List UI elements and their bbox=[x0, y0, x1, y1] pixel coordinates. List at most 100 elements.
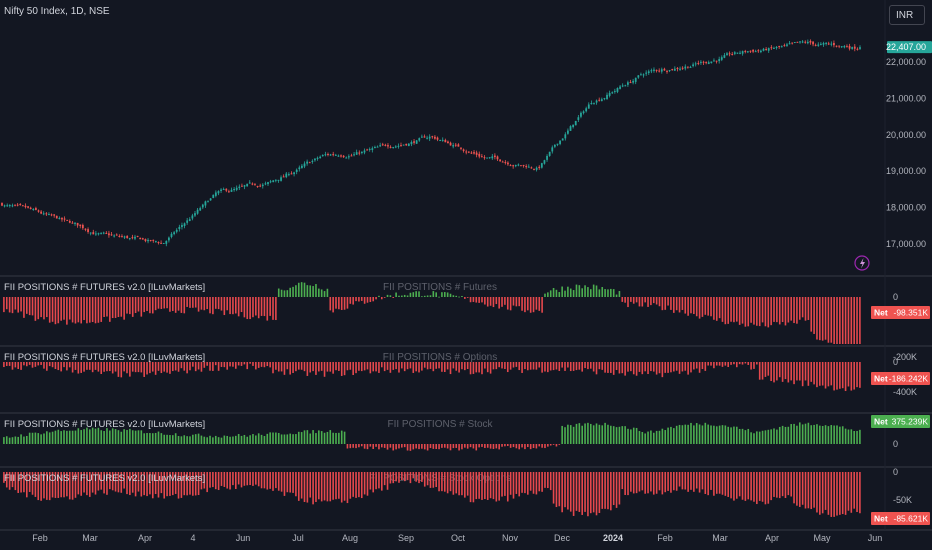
candle-body bbox=[290, 173, 293, 175]
histogram-bar bbox=[601, 362, 604, 370]
histogram-bar bbox=[212, 362, 214, 371]
candle-body bbox=[235, 187, 238, 190]
histogram-bar bbox=[836, 472, 838, 516]
histogram-bar bbox=[821, 362, 824, 386]
histogram-bar bbox=[389, 444, 392, 448]
candle-body bbox=[392, 147, 395, 149]
histogram-bar bbox=[813, 424, 815, 444]
histogram-bar bbox=[275, 432, 277, 444]
candle-body bbox=[686, 66, 689, 68]
candle-body bbox=[780, 46, 783, 48]
candle-body bbox=[160, 242, 162, 244]
histogram-bar bbox=[120, 472, 123, 493]
histogram-bar bbox=[621, 297, 624, 302]
histogram-bar bbox=[406, 295, 409, 297]
histogram-bar bbox=[750, 432, 752, 444]
histogram-bar bbox=[618, 362, 621, 374]
candle-body bbox=[61, 217, 63, 220]
candle-body bbox=[848, 45, 851, 49]
histogram-bar bbox=[721, 472, 724, 495]
histogram-bar bbox=[827, 297, 830, 343]
histogram-bar bbox=[349, 472, 352, 499]
histogram-bar bbox=[793, 423, 795, 444]
histogram-bar bbox=[853, 362, 855, 390]
histogram-bar bbox=[701, 362, 704, 370]
histogram-bar bbox=[260, 434, 263, 444]
histogram-bar bbox=[856, 297, 858, 344]
candle-body bbox=[569, 126, 572, 131]
histogram-bar bbox=[103, 472, 105, 494]
histogram-bar bbox=[844, 428, 847, 444]
currency-selector[interactable]: INR bbox=[889, 5, 925, 25]
candle-body bbox=[473, 152, 475, 154]
histogram-bar bbox=[678, 297, 681, 313]
candle-body bbox=[149, 240, 152, 242]
histogram-bar bbox=[169, 362, 171, 374]
histogram-bar bbox=[134, 362, 137, 373]
histogram-bar bbox=[255, 297, 257, 316]
candle-body bbox=[629, 82, 632, 84]
histogram-bar bbox=[446, 472, 449, 494]
histogram-bar bbox=[667, 427, 669, 444]
candle-body bbox=[640, 74, 642, 76]
histogram-bar bbox=[126, 429, 128, 444]
histogram-bar bbox=[57, 297, 60, 324]
histogram-bar bbox=[839, 426, 841, 444]
candle-body bbox=[501, 161, 504, 163]
histogram-bar bbox=[524, 472, 526, 494]
histogram-bar bbox=[733, 362, 735, 365]
histogram-bar bbox=[778, 426, 781, 444]
time-axis-label: Jul bbox=[292, 533, 304, 543]
lightning-icon[interactable] bbox=[854, 255, 870, 271]
histogram-bar bbox=[592, 425, 595, 444]
histogram-bar bbox=[74, 472, 77, 498]
histogram-series bbox=[3, 282, 861, 344]
histogram-bar bbox=[103, 431, 105, 444]
histogram-bar bbox=[318, 430, 320, 444]
histogram-bar bbox=[340, 472, 343, 503]
histogram-bar bbox=[567, 472, 569, 510]
candle-body bbox=[340, 155, 342, 157]
histogram-bar bbox=[338, 432, 340, 444]
histogram-bar bbox=[650, 430, 652, 444]
histogram-bar bbox=[684, 472, 687, 490]
histogram-bar bbox=[200, 362, 203, 372]
histogram-bar bbox=[813, 472, 815, 508]
histogram-bar bbox=[632, 427, 635, 444]
histogram-bar bbox=[146, 433, 148, 444]
histogram-bar bbox=[203, 436, 206, 444]
histogram-bar bbox=[647, 362, 649, 375]
histogram-bar bbox=[589, 472, 592, 514]
histogram-bar bbox=[469, 444, 472, 448]
histogram-bar bbox=[687, 424, 689, 444]
histogram-bar bbox=[200, 297, 203, 310]
histogram-bar bbox=[406, 362, 409, 370]
candle-body bbox=[799, 41, 801, 43]
histogram-bar bbox=[177, 297, 180, 311]
histogram-series bbox=[3, 472, 861, 517]
candle-body bbox=[543, 160, 546, 164]
histogram-bar bbox=[644, 297, 646, 303]
candle-body bbox=[587, 104, 590, 109]
candle-body bbox=[827, 43, 830, 45]
histogram-bar bbox=[340, 362, 343, 376]
histogram-bar bbox=[446, 444, 449, 449]
histogram-bar bbox=[295, 362, 297, 372]
candle-body bbox=[183, 223, 186, 226]
candle-body bbox=[94, 233, 97, 235]
candle-body bbox=[512, 165, 515, 167]
histogram-bar bbox=[160, 472, 163, 494]
histogram-bar bbox=[466, 472, 469, 496]
histogram-bar bbox=[767, 472, 770, 504]
histogram-bar bbox=[667, 297, 669, 306]
histogram-bar bbox=[277, 362, 280, 372]
histogram-bar bbox=[461, 444, 463, 450]
histogram-bar bbox=[114, 362, 117, 372]
histogram-bar bbox=[501, 444, 503, 447]
candle-body bbox=[400, 145, 402, 147]
histogram-bar bbox=[650, 297, 652, 306]
histogram-bar bbox=[380, 362, 383, 368]
histogram-bar bbox=[727, 297, 730, 324]
histogram-bar bbox=[773, 362, 775, 383]
